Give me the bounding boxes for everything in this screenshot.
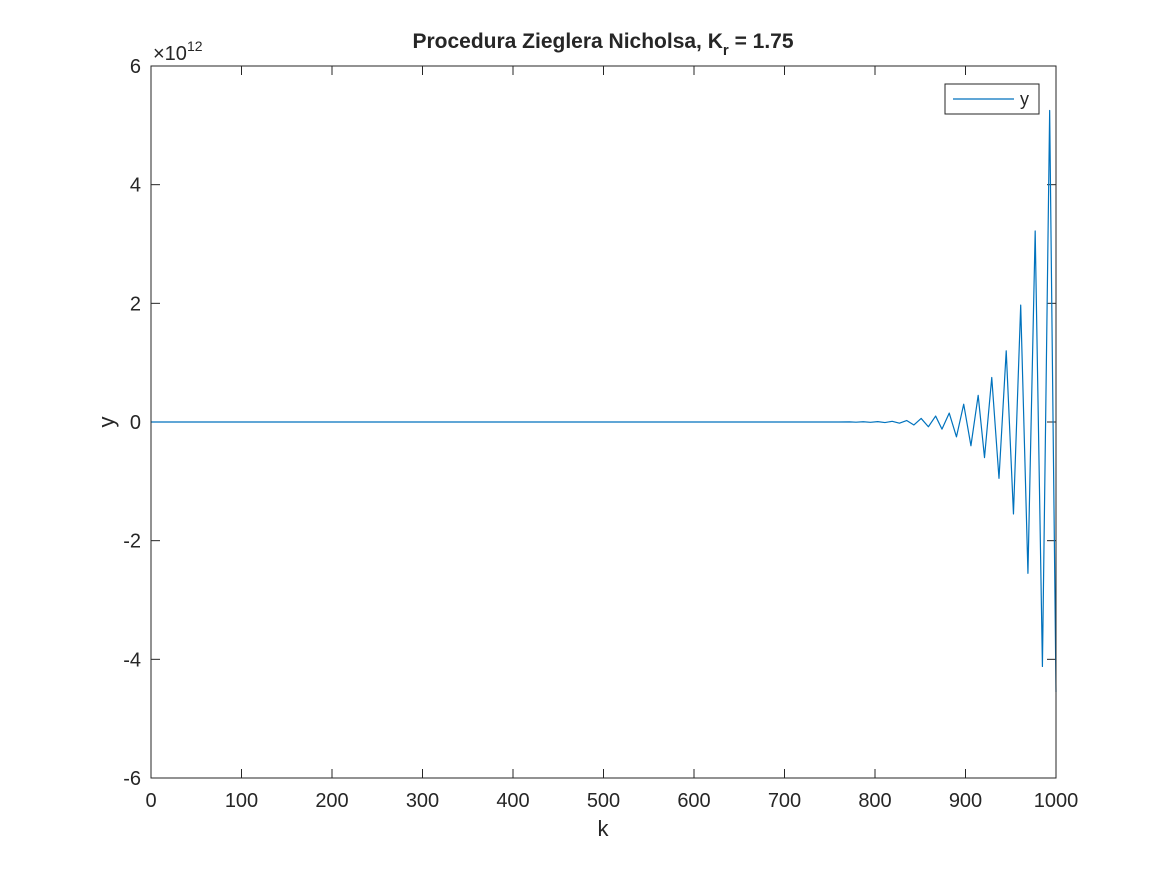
y-exponent-label: ×1012 [153,38,203,65]
x-tick-label: 0 [145,790,156,812]
y-tick-label: -6 [123,768,141,790]
y-tick-label: 4 [130,175,141,197]
x-tick-label: 700 [768,790,801,812]
chart-title: Procedura Zieglera Nicholsa, Kr = 1.75 [412,30,793,59]
legend-label-y: y [1020,89,1029,109]
x-axis-label: k [598,816,610,841]
x-tick-label: 300 [406,790,439,812]
series-line-y [151,109,1057,692]
x-tick-label: 1000 [1034,790,1079,812]
chart-title-suffix: = 1.75 [729,30,794,53]
series-layer [151,109,1057,692]
y-tick-label: 6 [130,56,141,78]
x-tick-label: 900 [949,790,982,812]
axes-box [150,65,1057,779]
x-tick-label: 200 [315,790,348,812]
x-tick-label: 800 [858,790,891,812]
y-tick-label: 2 [130,293,141,315]
x-tick-label: 400 [496,790,529,812]
axis-tick-labels: 0 100 200 300 400 500 600 700 800 900 1000 -6 -4 -2 0 2… [123,56,1078,812]
y-tick-label: -2 [123,531,141,553]
x-tick-label: 100 [225,790,258,812]
chart-title-subscript: r [723,42,729,59]
legend: y [944,83,1040,115]
x-tick-label: 500 [587,790,620,812]
y-axis-label: y [94,417,119,428]
y-tick-label: 0 [130,412,141,434]
y-tick-label: -4 [123,649,141,671]
x-tick-label: 600 [677,790,710,812]
